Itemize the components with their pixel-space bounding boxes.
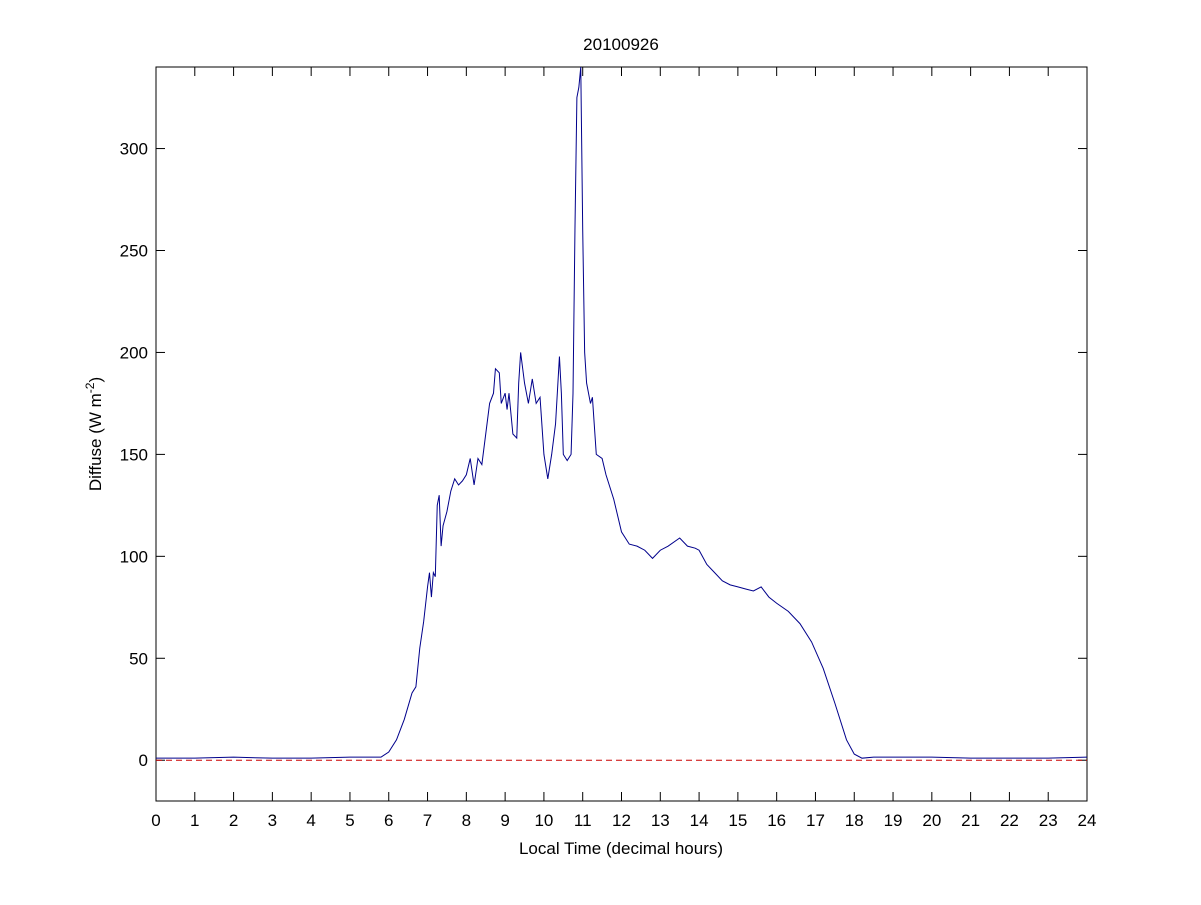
plot-area [155,66,1088,802]
x-tick-label: 16 [767,811,786,830]
x-tick-label: 20 [922,811,941,830]
x-tick-label: 24 [1078,811,1097,830]
y-tick-label: 100 [120,547,148,566]
x-tick-label: 1 [190,811,199,830]
x-tick-label: 13 [651,811,670,830]
x-tick-label: 9 [500,811,509,830]
x-tick-label: 19 [884,811,903,830]
x-tick-label: 23 [1039,811,1058,830]
y-tick-label: 200 [120,343,148,362]
x-tick-label: 10 [534,811,553,830]
x-tick-label: 12 [612,811,631,830]
x-tick-label: 18 [845,811,864,830]
x-tick-label: 22 [1000,811,1019,830]
x-tick-label: 8 [462,811,471,830]
chart-title: 20100926 [583,35,659,54]
y-label-superscript: -2 [83,382,97,393]
y-label-suffix: ) [86,377,105,383]
x-tick-label: 7 [423,811,432,830]
x-tick-label: 2 [229,811,238,830]
y-axis-label: Diffuse (W m-2) [83,377,105,491]
x-tick-label: 17 [806,811,825,830]
x-axis-label: Local Time (decimal hours) [519,839,723,858]
x-tick-label: 6 [384,811,393,830]
x-tick-label: 3 [268,811,277,830]
y-tick-label: 250 [120,242,148,261]
x-tick-label: 14 [690,811,709,830]
x-tick-label: 11 [574,811,592,830]
x-tick-label: 21 [961,811,980,830]
data-line [156,66,1088,759]
y-tick-label: 0 [139,751,148,770]
x-tick-label: 15 [728,811,747,830]
y-tick-label: 150 [120,445,148,464]
y-tick-label: 50 [129,649,148,668]
x-tick-label: 4 [306,811,315,830]
x-tick-label: 0 [151,811,160,830]
y-label-text: Diffuse (W m [86,393,105,491]
y-tick-label: 300 [120,140,148,159]
x-tick-label: 5 [345,811,354,830]
